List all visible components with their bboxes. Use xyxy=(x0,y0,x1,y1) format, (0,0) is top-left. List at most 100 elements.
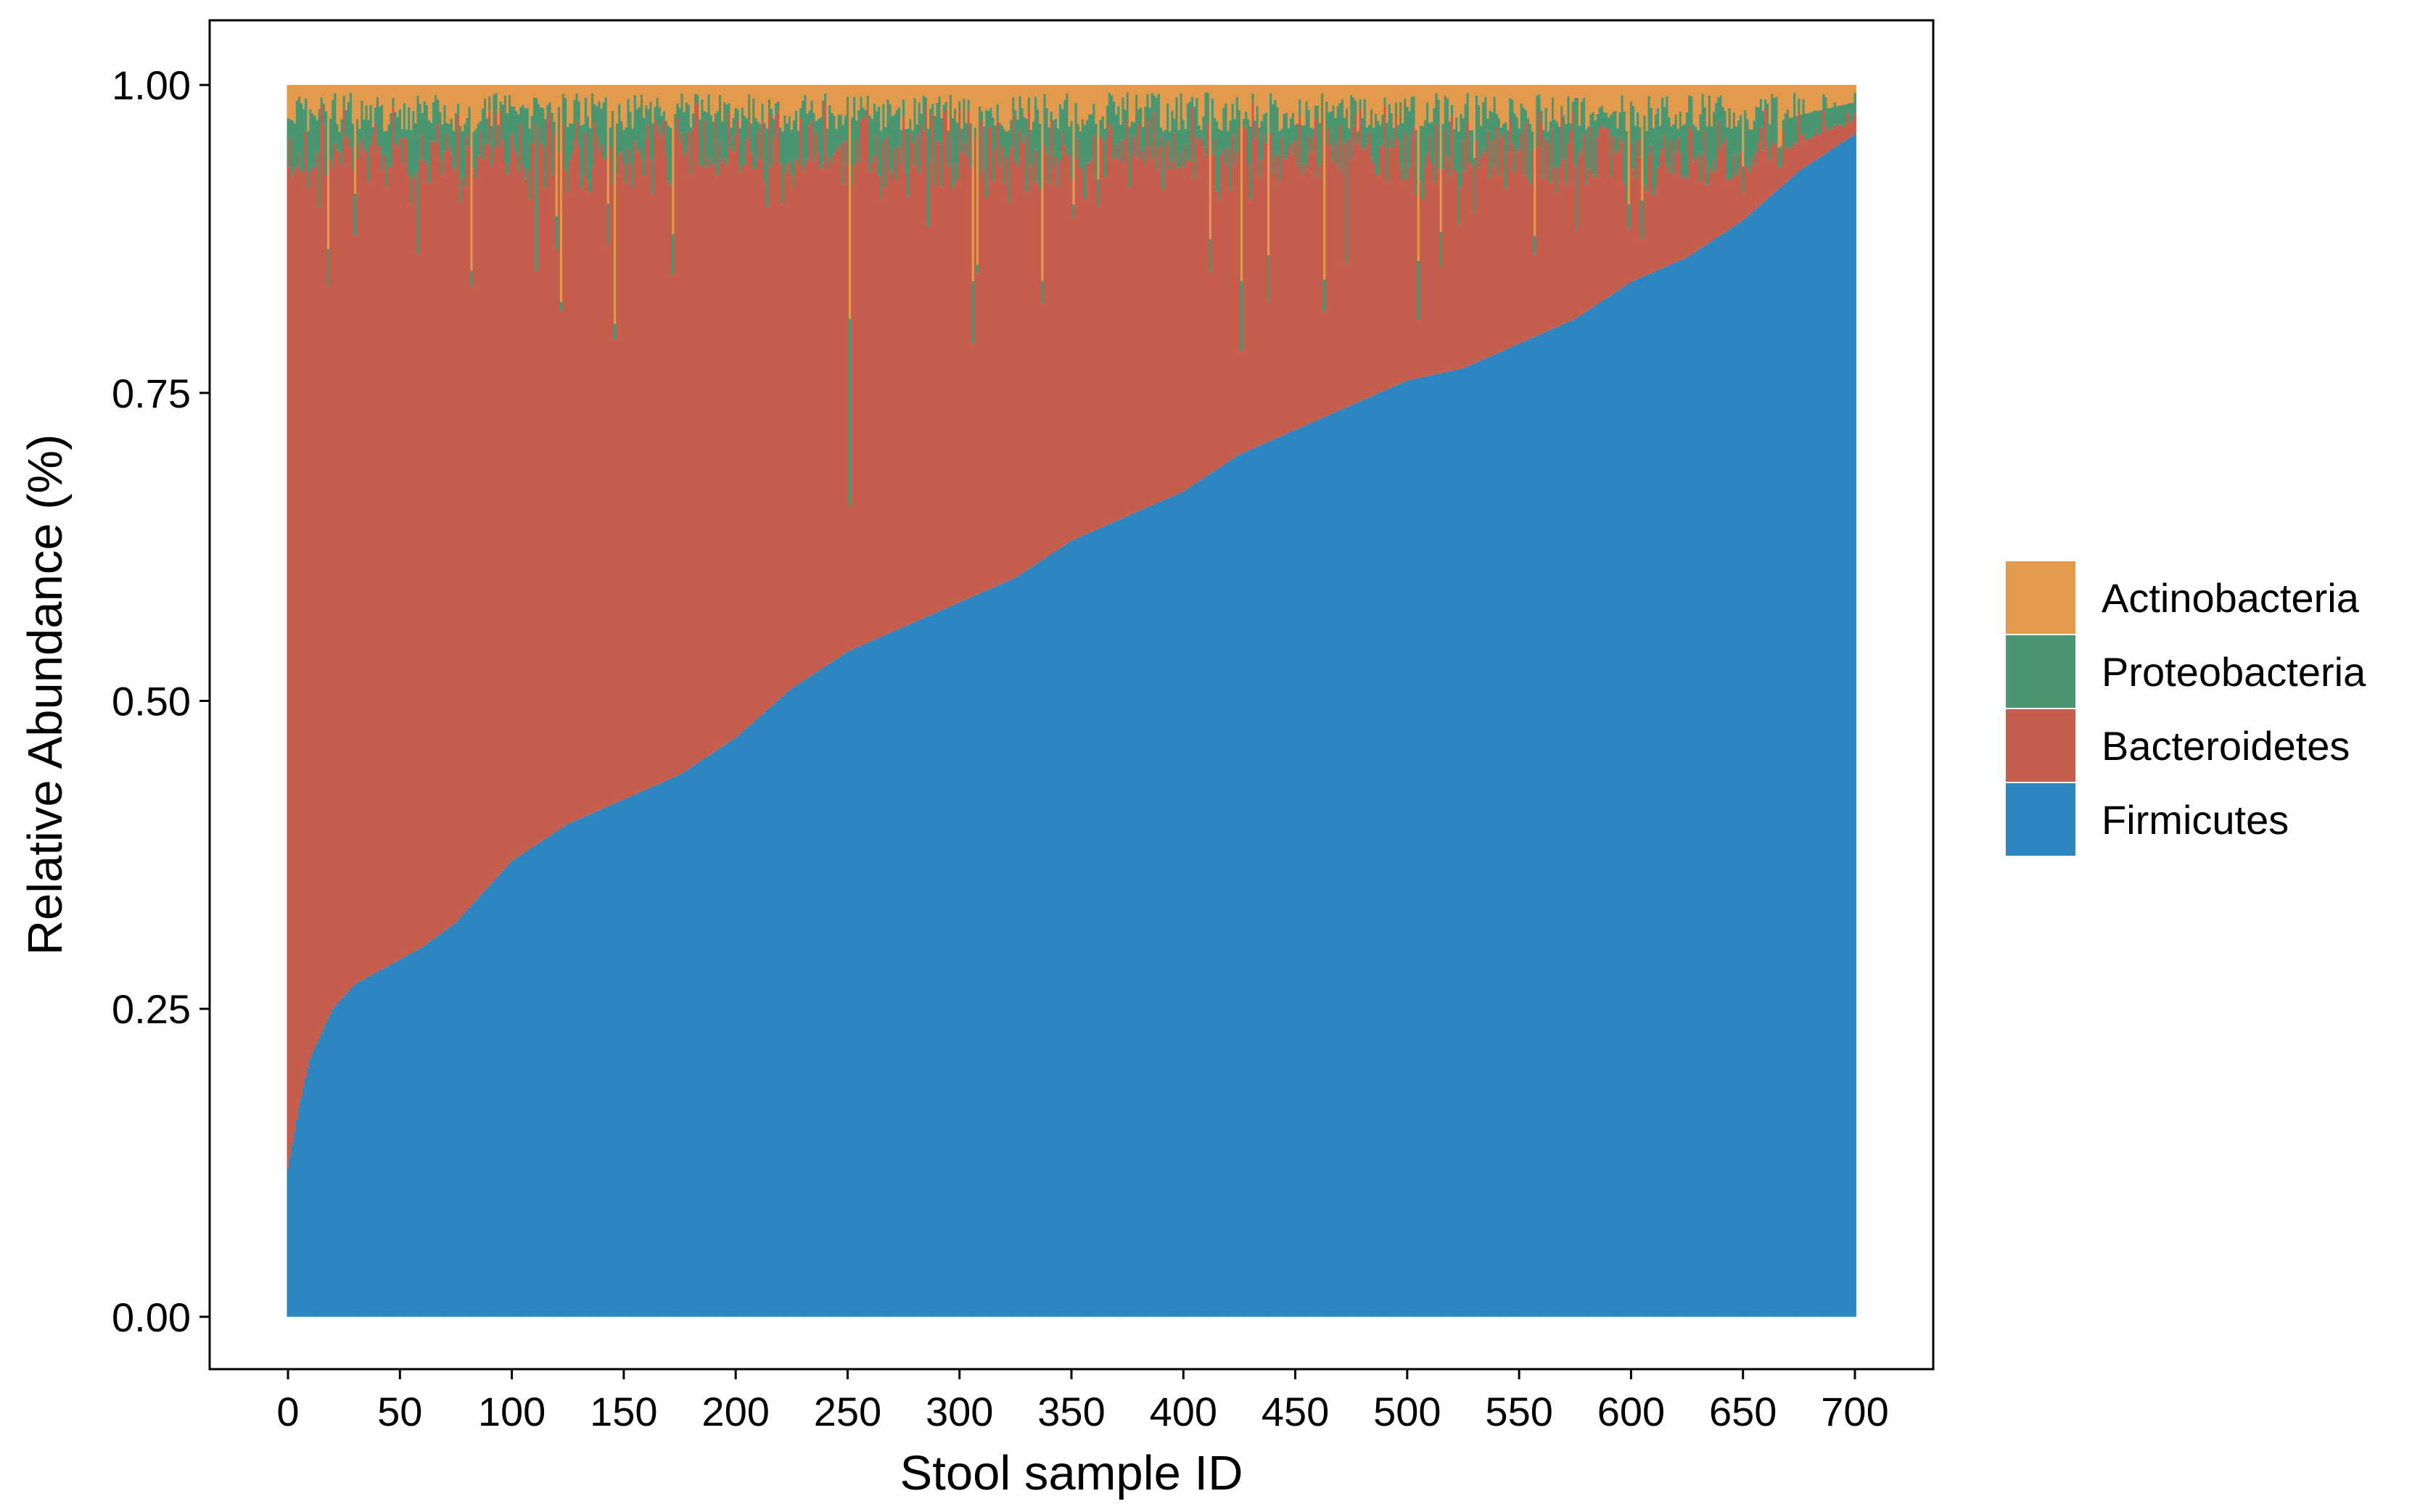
bar-segment-bacteroidetes xyxy=(773,138,775,705)
bar-segment-actinobacteria xyxy=(1484,85,1487,97)
bar-segment-firmicutes xyxy=(670,778,672,1317)
bar-segment-actinobacteria xyxy=(562,85,565,94)
bar-segment-bacteroidetes xyxy=(1278,180,1281,437)
bar-segment-actinobacteria xyxy=(311,85,314,114)
bar-segment-proteobacteria xyxy=(309,110,312,172)
bar-segment-actinobacteria xyxy=(1730,85,1734,128)
bar-segment-firmicutes xyxy=(907,624,910,1317)
bar-segment-firmicutes xyxy=(1820,156,1823,1317)
bar-segment-firmicutes xyxy=(1361,400,1365,1317)
bar-segment-firmicutes xyxy=(773,704,775,1317)
bar-segment-actinobacteria xyxy=(656,85,659,98)
bar-segment-firmicutes xyxy=(1676,261,1680,1317)
bar-segment-bacteroidetes xyxy=(363,152,366,980)
bar-segment-firmicutes xyxy=(680,773,684,1317)
bar-segment-bacteroidetes xyxy=(1307,135,1311,424)
bar-segment-bacteroidetes xyxy=(1746,168,1749,217)
bar-segment-actinobacteria xyxy=(1272,85,1275,104)
bar-segment-bacteroidetes xyxy=(1173,133,1176,496)
bar-segment-firmicutes xyxy=(1804,166,1808,1317)
bar-segment-actinobacteria xyxy=(835,85,838,129)
bar-segment-actinobacteria xyxy=(1618,85,1621,112)
bar-segment-proteobacteria xyxy=(1705,126,1709,186)
bar-segment-bacteroidetes xyxy=(1037,183,1040,563)
bar-segment-proteobacteria xyxy=(1155,98,1158,170)
bar-segment-actinobacteria xyxy=(1341,85,1344,99)
bar-segment-proteobacteria xyxy=(519,107,522,124)
bar-segment-bacteroidetes xyxy=(1338,125,1342,410)
bar-segment-firmicutes xyxy=(1262,443,1266,1317)
bar-segment-proteobacteria xyxy=(1777,147,1781,168)
bar-segment-bacteroidetes xyxy=(1379,144,1382,393)
bar-segment-proteobacteria xyxy=(853,96,856,165)
bar-segment-bacteroidetes xyxy=(358,144,361,982)
bar-segment-bacteroidetes xyxy=(815,132,818,673)
bar-segment-bacteroidetes xyxy=(1191,107,1194,486)
bar-segment-firmicutes xyxy=(1111,523,1114,1317)
bar-segment-firmicutes xyxy=(1291,431,1295,1317)
bar-segment-firmicutes xyxy=(1126,516,1129,1317)
bar-segment-firmicutes xyxy=(902,627,905,1317)
bar-segment-firmicutes xyxy=(1791,177,1794,1317)
bar-segment-actinobacteria xyxy=(1637,85,1639,113)
bar-segment-proteobacteria xyxy=(1520,103,1523,133)
bar-segment-firmicutes xyxy=(441,932,444,1317)
bar-segment-bacteroidetes xyxy=(584,132,588,817)
bar-segment-actinobacteria xyxy=(1746,85,1749,120)
bar-segment-proteobacteria xyxy=(493,94,495,147)
bar-segment-actinobacteria xyxy=(403,85,406,104)
bar-segment-bacteroidetes xyxy=(1341,173,1344,410)
bar-segment-bacteroidetes xyxy=(846,164,849,652)
bar-segment-proteobacteria xyxy=(1637,112,1639,141)
bar-segment-firmicutes xyxy=(1285,434,1288,1317)
bar-segment-actinobacteria xyxy=(860,85,863,97)
bar-segment-firmicutes xyxy=(1128,515,1132,1317)
bar-segment-firmicutes xyxy=(369,975,373,1317)
bar-segment-firmicutes xyxy=(334,1006,337,1317)
bar-segment-proteobacteria xyxy=(678,107,681,142)
bar-segment-actinobacteria xyxy=(1470,85,1474,131)
bar-segment-bacteroidetes xyxy=(313,168,316,1049)
bar-segment-actinobacteria xyxy=(1396,85,1400,125)
bar-segment-actinobacteria xyxy=(1229,85,1232,120)
bar-segment-bacteroidetes xyxy=(638,149,641,793)
bar-segment-actinobacteria xyxy=(765,85,769,129)
bar-segment-firmicutes xyxy=(1708,242,1711,1317)
bar-segment-bacteroidetes xyxy=(613,339,617,803)
bar-segment-actinobacteria xyxy=(1650,85,1653,108)
bar-segment-actinobacteria xyxy=(1610,85,1613,115)
bar-segment-bacteroidetes xyxy=(1482,149,1485,360)
bar-segment-proteobacteria xyxy=(1571,102,1575,112)
bar-segment-bacteroidetes xyxy=(1231,134,1235,459)
bar-segment-bacteroidetes xyxy=(1753,165,1756,211)
bar-segment-actinobacteria xyxy=(1137,85,1140,110)
bar-segment-proteobacteria xyxy=(1592,112,1594,175)
bar-segment-actinobacteria xyxy=(691,85,695,114)
bar-segment-firmicutes xyxy=(790,688,794,1317)
bar-segment-actinobacteria xyxy=(1466,85,1470,93)
bar-segment-bacteroidetes xyxy=(954,163,957,605)
bar-segment-actinobacteria xyxy=(1003,85,1006,130)
bar-segment-actinobacteria xyxy=(1361,85,1365,118)
bar-segment-bacteroidetes xyxy=(1200,138,1203,480)
bar-segment-firmicutes xyxy=(1478,361,1481,1317)
bar-segment-firmicutes xyxy=(1840,143,1843,1317)
bar-segment-actinobacteria xyxy=(1235,85,1239,97)
bar-segment-proteobacteria xyxy=(1258,127,1262,178)
bar-segment-firmicutes xyxy=(1475,362,1478,1317)
bar-segment-actinobacteria xyxy=(1705,85,1709,127)
bar-segment-actinobacteria xyxy=(754,85,757,118)
bar-segment-proteobacteria xyxy=(1081,119,1085,167)
bar-segment-bacteroidetes xyxy=(1788,148,1792,179)
bar-segment-actinobacteria xyxy=(1175,85,1178,98)
bar-segment-firmicutes xyxy=(851,649,854,1317)
bar-segment-bacteroidetes xyxy=(1681,177,1684,260)
bar-segment-bacteroidetes xyxy=(1652,195,1655,273)
bar-segment-bacteroidetes xyxy=(1021,143,1024,574)
bar-segment-actinobacteria xyxy=(481,85,485,109)
bar-segment-firmicutes xyxy=(488,885,491,1317)
bar-segment-actinobacteria xyxy=(1654,85,1658,115)
bar-segment-bacteroidetes xyxy=(604,159,608,808)
bar-segment-proteobacteria xyxy=(1612,112,1615,137)
bar-segment-actinobacteria xyxy=(1551,85,1555,98)
